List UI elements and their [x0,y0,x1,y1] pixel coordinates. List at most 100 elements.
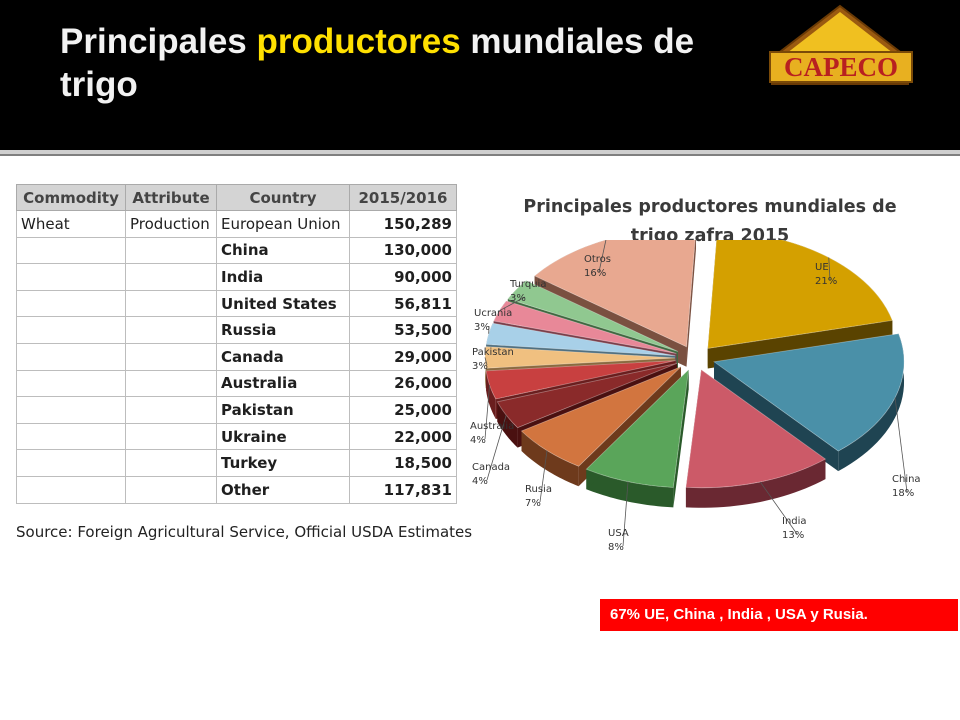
slice-pct-usa: 8% [608,542,624,553]
cell-commodity [16,369,126,398]
slice-label-usa: USA [608,528,629,539]
slice-label-australia: Australia [470,421,514,432]
table-row: Turkey 18,500 [16,449,457,477]
slice-pct-canada: 4% [472,476,488,487]
summary-callout: 67% UE, China , India , USA y Rusia. [600,599,958,631]
pie-slice-side-usa [586,469,674,508]
slice-pct-turquia: 3% [510,293,526,304]
source-note: Source: Foreign Agricultural Service, Of… [16,523,473,541]
pie-slice-pakistan [484,346,676,369]
cell-commodity [16,396,126,424]
pie-slice-usa [585,368,690,488]
table-row: United States 56,811 [16,289,457,318]
slice-label-india: India [782,516,807,527]
slice-label-pakistan: Pakistan [472,347,514,358]
cell-country: Ukraine [216,422,350,451]
table-row: Other 117,831 [16,475,457,504]
production-table: Commodity Attribute Country 2015/2016 Wh… [16,184,457,504]
cell-value: 150,289 [349,210,457,238]
cell-country: Pakistan [216,396,350,424]
table-row: Pakistan 25,000 [16,396,457,424]
cell-attribute [125,342,217,371]
header-value: 2015/2016 [349,184,457,211]
slice-label-turquia: Turquia [509,279,546,290]
cell-value: 90,000 [349,263,457,291]
pie-slice-extra [507,280,679,352]
pie-slice-otros [533,240,696,348]
cell-attribute [125,316,217,344]
slice-pct-india: 13% [782,530,804,541]
header-divider-shadow [0,154,960,156]
pie-slice-side-china [838,333,905,472]
table-row: Wheat Production European Union 150,289 [16,210,457,238]
table-row: Canada 29,000 [16,342,457,371]
cell-value: 22,000 [349,422,457,451]
cell-country: Australia [216,369,350,398]
cell-commodity [16,449,126,477]
header-commodity: Commodity [16,184,126,211]
cell-attribute [125,449,217,477]
pie-slice-china [713,333,905,452]
cell-value: 29,000 [349,342,457,371]
cell-country: Other [216,475,350,504]
slice-pct-ucrania: 3% [474,322,490,333]
cell-country: Turkey [216,449,350,477]
leader-line-canada [486,414,507,481]
pie-slice-wall-usa-0 [673,369,689,508]
slice-pct-china: 18% [892,488,914,499]
cell-commodity [16,316,126,344]
cell-commodity [16,475,126,504]
cell-attribute [125,422,217,451]
svg-text:CAPECO: CAPECO [784,52,898,82]
cell-country: European Union [216,210,350,238]
table-row: Ukraine 22,000 [16,422,457,451]
leader-line-rusia [539,450,548,503]
cell-attribute: Production [125,210,217,238]
slice-label-canada: Canada [472,462,510,473]
cell-attribute [125,396,217,424]
cell-country: Canada [216,342,350,371]
slice-pct-rusia: 7% [525,498,541,509]
cell-country: United States [216,289,350,318]
cell-value: 53,500 [349,316,457,344]
slice-pct-pakistan: 3% [472,361,488,372]
cell-value: 56,811 [349,289,457,318]
cell-commodity [16,236,126,265]
cell-attribute [125,263,217,291]
capeco-logo: CAPECO [769,4,913,85]
cell-attribute [125,475,217,504]
leader-line-china [894,397,908,493]
header-divider [0,150,960,154]
pie-slice-canada [496,363,678,429]
leader-line-otros [598,240,607,273]
cell-commodity: Wheat [16,210,126,238]
cell-country: Russia [216,316,350,344]
table-row: Russia 53,500 [16,316,457,344]
leader-line-india [759,481,798,535]
pie-slice-side-india [685,459,826,508]
cell-value: 25,000 [349,396,457,424]
header-country: Country [216,184,350,211]
table-row: India 90,000 [16,263,457,291]
cell-commodity [16,263,126,291]
pie-slice-wall-otros-1 [686,240,697,367]
cell-commodity [16,342,126,371]
pie-slice-india [685,369,827,489]
cell-commodity [16,289,126,318]
cell-value: 130,000 [349,236,457,265]
slice-pct-australia: 4% [470,435,486,446]
slice-label-china: China [892,474,921,485]
cell-attribute [125,369,217,398]
cell-country: China [216,236,350,265]
pie-chart: UE 21% China 18% India 13% USA 8% Rusia 7% Canada 4… [470,240,921,553]
cell-attribute [125,236,217,265]
pie-slice-australia [485,360,676,400]
slice-label-ue: UE [815,262,829,273]
leader-line-australia [484,385,490,440]
page-title: Principales productores mundiales de tri… [60,22,695,104]
pie-slice-rusia [520,366,682,467]
leader-line-ue [828,257,831,281]
table-row: Australia 26,000 [16,369,457,398]
table-row: China 130,000 [16,236,457,265]
slice-label-otros: Otros [584,254,611,265]
